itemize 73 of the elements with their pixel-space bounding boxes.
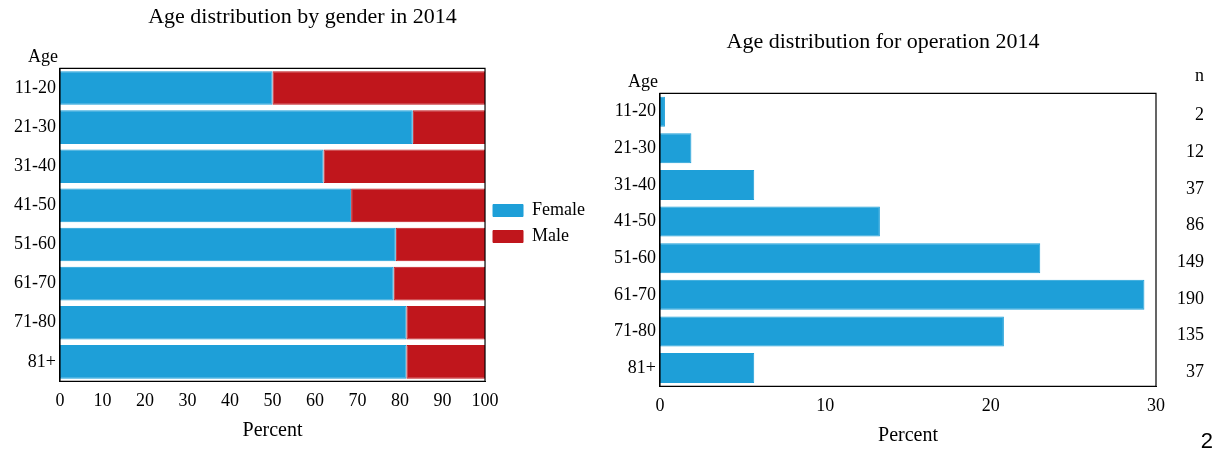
bar [59, 227, 396, 262]
bar [659, 279, 1145, 310]
bar [272, 71, 486, 105]
bar [323, 149, 486, 184]
y-tick-label: 21-30 [613, 137, 656, 158]
x-tick-label: 30 [178, 389, 197, 410]
chart-title: Age distribution for operation 2014 [726, 27, 1040, 53]
y-tick-label: 21-30 [13, 115, 56, 136]
bar [659, 169, 755, 200]
text: 135 [1177, 324, 1204, 345]
bar [59, 71, 273, 105]
legend-label: Male [532, 225, 570, 246]
bar [351, 188, 486, 223]
bar [59, 188, 352, 223]
y-tick-label: 71-80 [613, 320, 656, 341]
y-tick-label: 41-50 [13, 194, 56, 215]
bar [59, 149, 324, 184]
x-tick-label: 100 [471, 389, 499, 410]
x-tick-label: 50 [263, 389, 282, 410]
y-tick-label: 11-20 [14, 76, 56, 97]
bar [659, 133, 692, 164]
text: 37 [1186, 177, 1204, 198]
bar [406, 345, 486, 379]
y-tick-label: 11-20 [614, 100, 656, 121]
y-tick-label: 31-40 [613, 173, 656, 194]
x-tick-label: 20 [981, 394, 1000, 415]
bar [59, 110, 413, 144]
y-tick-label: 61-70 [13, 272, 56, 293]
y-tick-label: 51-60 [613, 246, 656, 267]
x-tick-label: 90 [433, 389, 452, 410]
text: n [1195, 65, 1204, 86]
text: 37 [1186, 360, 1204, 381]
y-axis-title: Age [27, 46, 58, 67]
x-tick-label: 60 [306, 389, 325, 410]
y-axis-title: Age [627, 71, 658, 92]
bar [659, 353, 755, 384]
x-tick-label: 70 [348, 389, 367, 410]
bar [659, 206, 880, 237]
y-tick-label: 61-70 [613, 283, 656, 304]
legend-label: Female [532, 199, 586, 220]
y-tick-label: 71-80 [13, 311, 56, 332]
y-tick-label: 31-40 [13, 154, 56, 175]
y-tick-label: 41-50 [613, 210, 656, 231]
bar [59, 305, 407, 340]
x-axis-title: Percent [242, 418, 303, 441]
text: 2 [1195, 104, 1204, 125]
bar [659, 96, 665, 127]
x-tick-label: 40 [221, 389, 239, 410]
chart-title: Age distribution by gender in 2014 [148, 2, 457, 28]
bar [659, 243, 1041, 274]
text: 2 [1200, 428, 1213, 454]
x-tick-label: 10 [816, 394, 835, 415]
text: 149 [1177, 250, 1204, 271]
y-tick-label: 81+ [627, 356, 656, 377]
x-tick-label: 0 [55, 389, 65, 410]
x-tick-label: 80 [391, 389, 410, 410]
bar [59, 345, 407, 379]
x-tick-label: 30 [1147, 394, 1165, 415]
bar [406, 305, 486, 340]
text: 190 [1177, 287, 1204, 308]
bar [395, 227, 486, 262]
x-tick-label: 10 [93, 389, 112, 410]
bar [659, 316, 1004, 347]
y-tick-label: 51-60 [13, 233, 56, 254]
x-tick-label: 20 [136, 389, 154, 410]
bar [412, 110, 486, 144]
bar [393, 266, 486, 301]
text: 86 [1186, 214, 1204, 235]
x-axis-title: Percent [878, 423, 939, 446]
bar [59, 266, 394, 301]
x-tick-label: 0 [655, 394, 665, 415]
text: 12 [1186, 141, 1204, 162]
y-tick-label: 81+ [27, 350, 56, 371]
